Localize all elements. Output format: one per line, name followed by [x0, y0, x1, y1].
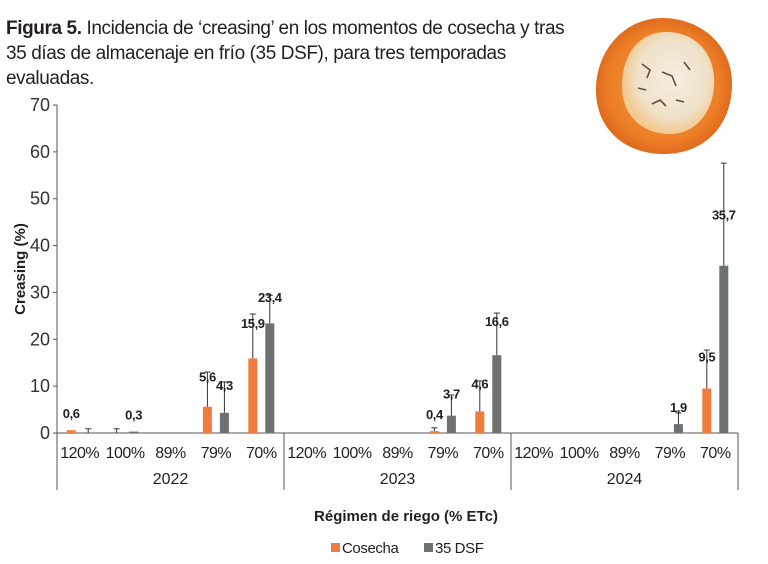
value-label: 15,9	[241, 316, 265, 331]
y-tick-label: 20	[30, 329, 50, 349]
value-label: 3,7	[443, 386, 460, 401]
bar-cosecha-2022-70%	[248, 358, 258, 433]
y-axis-title: Creasing (%)	[12, 223, 29, 315]
y-tick-label: 40	[30, 236, 50, 256]
value-label: 0,3	[125, 408, 142, 423]
bar-35dsf-2022-79%	[219, 412, 229, 433]
bar-35dsf-2024-79%	[673, 424, 683, 433]
y-tick-label: 70	[30, 95, 50, 115]
value-label: 16,6	[485, 314, 509, 329]
category-label: 100%	[333, 445, 372, 462]
caption-text: Incidencia de ‘creasing’ en los momentos…	[6, 18, 565, 89]
category-label: 89%	[382, 445, 413, 462]
value-label: 9,5	[698, 349, 715, 364]
value-label: 0,6	[63, 406, 80, 421]
bar-cosecha-2022-120%	[66, 430, 76, 433]
value-label: 35,7	[712, 208, 736, 223]
category-label: 89%	[155, 445, 186, 462]
bar-35dsf-2022-70%	[265, 323, 275, 433]
category-label: 70%	[246, 445, 277, 462]
bar-35dsf-2024-70%	[719, 265, 729, 433]
category-label: 120%	[60, 445, 99, 462]
y-tick-label: 30	[30, 282, 50, 302]
value-label: 0,4	[426, 407, 444, 422]
orange-creasing-photo	[595, 18, 732, 154]
x-axis-title: Régimen de riego (% ETc)	[314, 508, 498, 525]
group-label-2024: 2024	[607, 471, 643, 488]
axes: 0 10 20 30 40 50 60 70 2022 120% 100% 89% 79% 70% 2023…	[30, 95, 739, 490]
category-label: 70%	[473, 445, 504, 462]
bars	[66, 265, 729, 434]
bar-cosecha-2024-70%	[702, 388, 712, 433]
category-label: 100%	[106, 445, 145, 462]
legend-swatch-cosecha	[331, 543, 340, 552]
legend-label-cosecha: Cosecha	[342, 540, 399, 557]
bar-cosecha-2023-70%	[475, 411, 485, 433]
category-label: 120%	[287, 445, 326, 462]
bar-35dsf-2023-70%	[492, 355, 502, 433]
category-label: 89%	[609, 445, 640, 462]
category-label: 100%	[560, 445, 599, 462]
value-label: 23,4	[258, 290, 283, 305]
y-tick-label: 60	[30, 142, 50, 162]
legend-swatch-35dsf	[424, 543, 433, 552]
y-tick-label: 0	[40, 423, 50, 443]
bar-cosecha-2023-79%	[429, 431, 439, 433]
value-label: 4,3	[216, 378, 233, 393]
category-label: 79%	[655, 445, 686, 462]
value-label: 4,6	[471, 377, 488, 392]
figure-label: Figura 5.	[6, 18, 82, 39]
category-label: 70%	[700, 445, 731, 462]
bar-cosecha-2022-79%	[202, 406, 212, 433]
value-labels: 0,6 5,6 15,9 0,4 4,6 9,5 0,3 4,3 23,4 3,7 16,6 1,9 3…	[63, 208, 736, 423]
error-bars	[85, 162, 727, 433]
category-label: 79%	[201, 445, 232, 462]
group-label-2022: 2022	[153, 471, 189, 488]
bar-35dsf-2023-79%	[446, 415, 456, 433]
bar-35dsf-2022-100%	[129, 431, 139, 434]
legend-label-35dsf: 35 DSF	[435, 540, 484, 557]
category-label: 120%	[514, 445, 553, 462]
value-label: 5,6	[199, 370, 216, 385]
figure-caption: Figura 5. Incidencia de ‘creasing’ en lo…	[6, 16, 586, 91]
category-label: 79%	[428, 445, 459, 462]
value-label: 1,9	[670, 400, 687, 415]
legend: Cosecha 35 DSF	[331, 540, 484, 557]
group-label-2023: 2023	[380, 471, 416, 488]
y-tick-label: 10	[30, 376, 50, 396]
y-tick-label: 50	[30, 189, 50, 209]
